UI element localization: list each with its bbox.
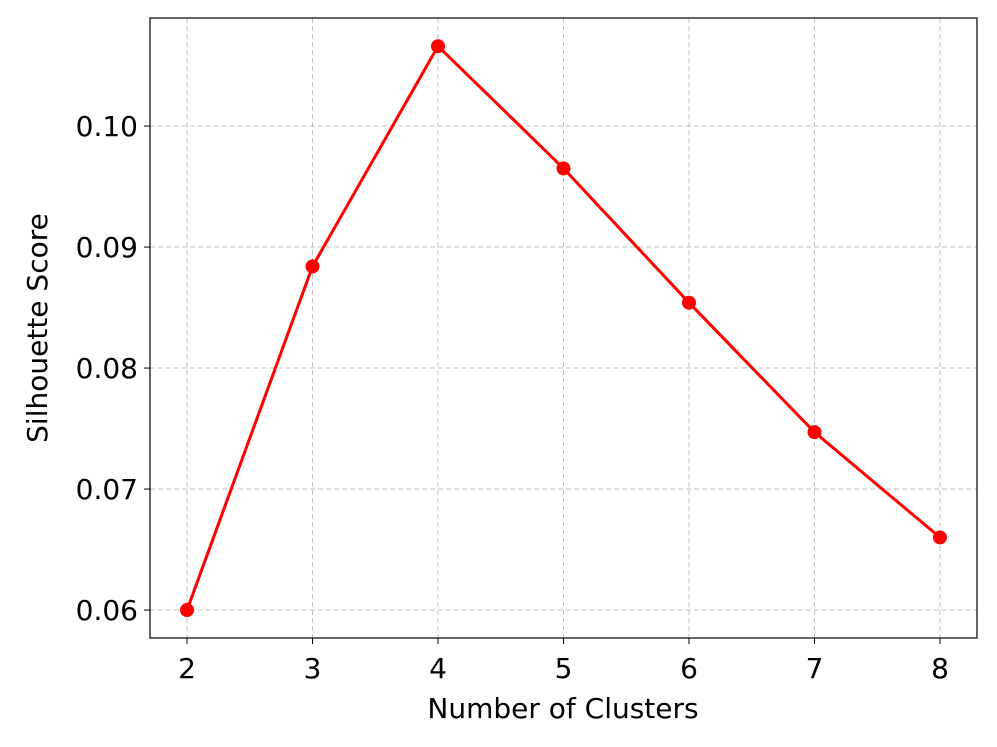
x-tick-label: 7 [806,652,824,685]
point [180,603,195,618]
plot-frame [149,17,978,639]
point [807,425,822,440]
y-tick-label: 0.10 [76,110,138,143]
point [305,259,320,274]
point [932,530,947,545]
y-tick-label: 0.08 [76,352,138,385]
x-tick-label: 2 [178,652,196,685]
x-tick-label: 8 [931,652,949,685]
x-axis-label: Number of Clusters [427,692,698,725]
x-tick-label: 4 [429,652,447,685]
y-tick-label: 0.09 [76,231,138,264]
x-tick-label: 3 [304,652,322,685]
y-tick-label: 0.07 [76,473,138,506]
x-tick-label: 5 [555,652,573,685]
y-axis-label: Silhouette Score [21,213,54,443]
point [556,161,571,176]
point [431,39,446,54]
y-tick-label: 0.06 [76,594,138,627]
x-tick-label: 6 [680,652,698,685]
point [681,295,696,310]
